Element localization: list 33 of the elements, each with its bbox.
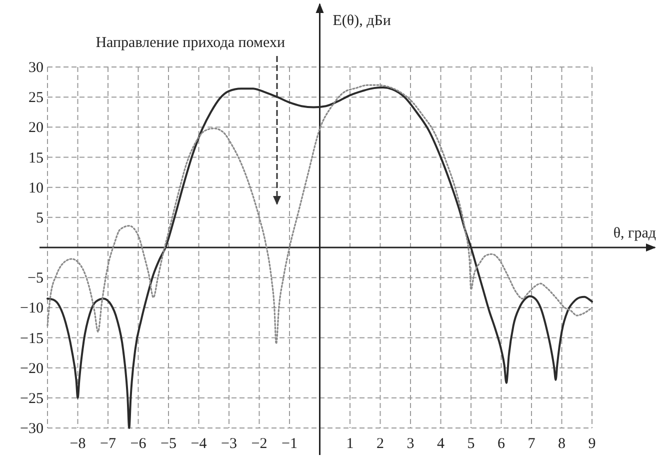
x-tick-label: 7 [528, 436, 536, 452]
y-tick-label: −30 [20, 421, 44, 437]
x-tick-label: 4 [437, 436, 445, 452]
x-tick-label: −3 [221, 436, 237, 452]
x-axis-title: θ, град [613, 226, 656, 242]
x-tick-label: 5 [467, 436, 475, 452]
x-tick-label: −1 [282, 436, 298, 452]
y-axis-title: E(θ), дБи [332, 13, 391, 29]
y-tick-label: −10 [20, 300, 44, 317]
x-tick-label: 8 [558, 436, 566, 452]
x-tick-label: 1 [346, 436, 354, 452]
x-tick-label: −7 [100, 436, 116, 452]
x-tick-label: 3 [406, 436, 414, 452]
x-tick-label: 9 [588, 436, 596, 452]
y-tick-label: 20 [28, 120, 44, 136]
x-tick-label: 2 [376, 436, 384, 452]
x-tick-label: −5 [160, 436, 176, 452]
x-tick-label: 6 [498, 436, 506, 452]
y-tick-label: 25 [28, 90, 44, 106]
x-tick-label: −8 [70, 436, 86, 452]
line-series [46, 84, 593, 345]
y-tick-label: 10 [28, 180, 44, 196]
y-tick-label: 5 [36, 210, 44, 226]
y-tick-label: −5 [28, 270, 44, 287]
y-tick-label: 30 [28, 60, 44, 76]
x-tick-label: −4 [190, 436, 208, 452]
y-tick-label: −20 [20, 360, 44, 377]
y-tick-label: −25 [20, 390, 44, 407]
x-tick-label: −2 [251, 436, 268, 452]
y-tick-label: 15 [28, 150, 44, 166]
text: Направление прихода помехи [96, 35, 285, 51]
x-tick-label: −6 [130, 436, 147, 452]
y-tick-label: −15 [20, 330, 44, 347]
